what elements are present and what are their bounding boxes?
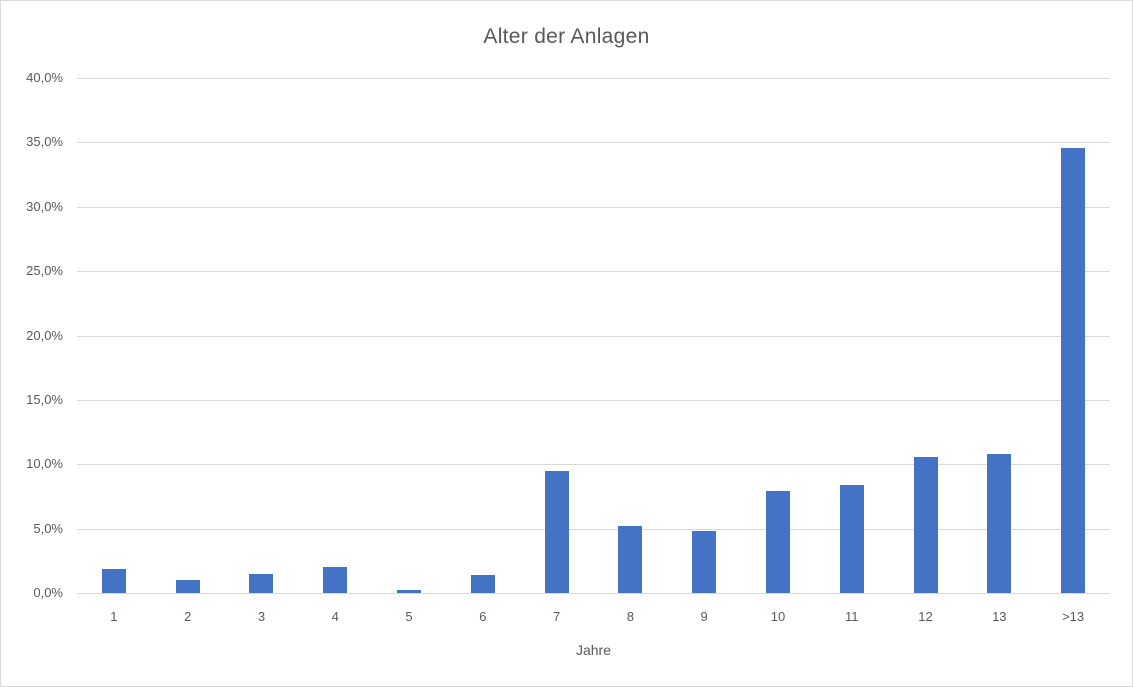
bar-13[interactable] <box>987 453 1012 593</box>
bar-3[interactable] <box>249 573 274 593</box>
x-tick-label-9: 9 <box>700 609 708 624</box>
y-tick-label-0: 0,0% <box>33 585 63 600</box>
bar-2[interactable] <box>175 580 200 593</box>
gridline-20 <box>77 335 1110 337</box>
x-tick-label-2: 2 <box>184 609 192 624</box>
x-tick-label->13: >13 <box>1062 609 1085 624</box>
gridline-5 <box>77 528 1110 530</box>
gridline-30 <box>77 206 1110 208</box>
gridline-10 <box>77 464 1110 466</box>
bar-1[interactable] <box>101 568 126 593</box>
y-tick-label-10: 10,0% <box>26 456 63 472</box>
x-axis-title: Jahre <box>575 642 612 658</box>
bar-6[interactable] <box>470 574 495 593</box>
gridline-40 <box>77 78 1110 79</box>
y-tick-label-5: 5,0% <box>33 520 63 536</box>
bar-10[interactable] <box>765 491 790 593</box>
gridline-0 <box>77 593 1110 594</box>
y-tick-label-20: 20,0% <box>26 327 63 343</box>
y-tick-label-30: 30,0% <box>26 198 63 214</box>
bar-12[interactable] <box>913 456 938 593</box>
x-tick-label-6: 6 <box>479 609 487 624</box>
chart-title[interactable]: Alter der Anlagen <box>483 25 650 48</box>
x-tick-label-8: 8 <box>626 609 634 624</box>
bar->13[interactable] <box>1061 147 1086 593</box>
bar-11[interactable] <box>839 484 864 593</box>
y-tick-label-15: 15,0% <box>26 391 63 407</box>
gridline-25 <box>77 271 1110 273</box>
gridline-35 <box>77 142 1110 144</box>
y-tick-label-35: 35,0% <box>26 134 63 150</box>
x-tick-label-5: 5 <box>405 609 413 624</box>
x-tick-label-7: 7 <box>552 609 561 624</box>
bar-9[interactable] <box>692 531 717 593</box>
x-tick-label-10: 10 <box>770 609 786 624</box>
x-tick-label-3: 3 <box>257 609 266 624</box>
x-tick-label-4: 4 <box>331 609 339 624</box>
gridline-15 <box>77 399 1110 401</box>
bar-8[interactable] <box>618 526 643 593</box>
x-tick-label-1: 1 <box>110 609 118 624</box>
x-tick-label-12: 12 <box>918 609 933 624</box>
bar-7[interactable] <box>544 470 569 593</box>
bar-4[interactable] <box>323 567 348 593</box>
x-tick-label-11: 11 <box>845 609 859 624</box>
bar-5[interactable] <box>397 590 422 593</box>
x-tick-label-13: 13 <box>992 609 1007 624</box>
y-tick-label-25: 25,0% <box>26 263 63 279</box>
y-tick-label-40: 40,0% <box>26 70 63 85</box>
